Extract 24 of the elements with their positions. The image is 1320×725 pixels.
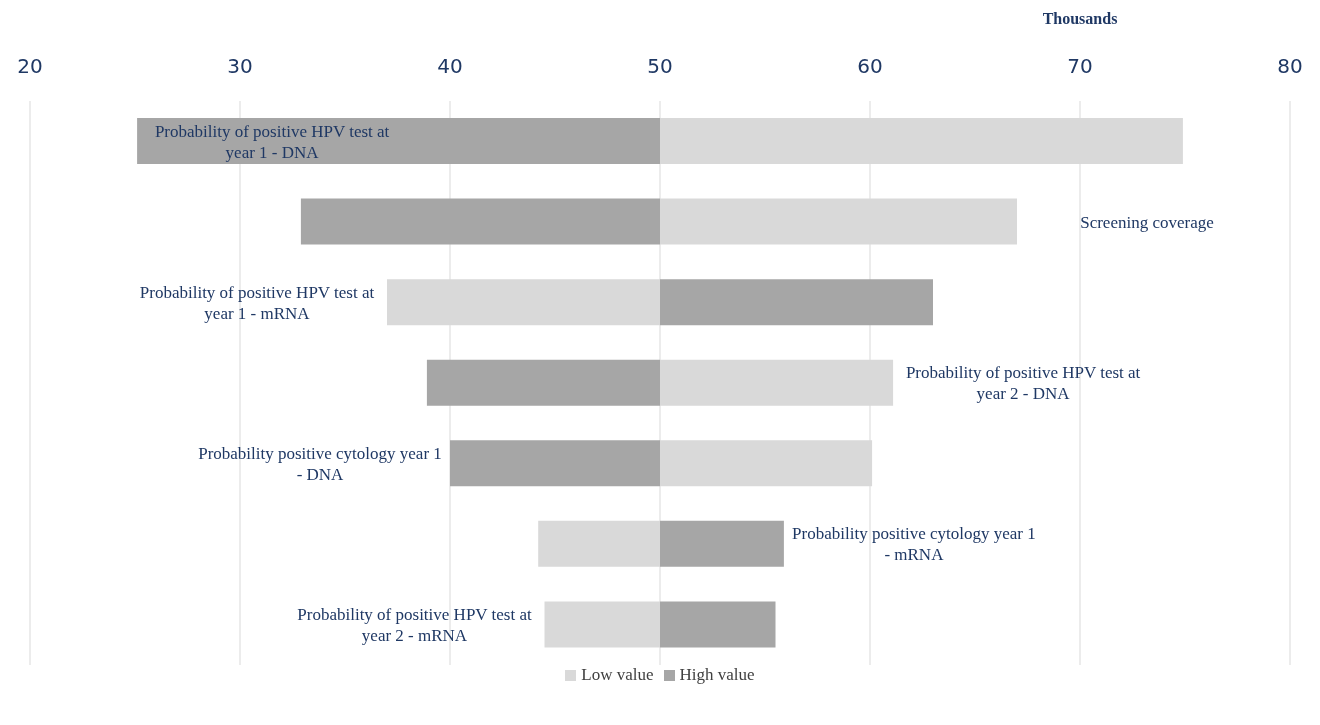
bar	[660, 601, 776, 648]
x-tick-label: 30	[227, 54, 253, 78]
legend-label: High value	[679, 665, 755, 685]
x-tick-label: 60	[857, 54, 883, 78]
x-tick-label: 40	[437, 54, 463, 78]
y-tick-label: Probability of positive HPV test at year 2 - DNA	[905, 363, 1141, 404]
bar	[137, 118, 660, 164]
x-tick-label: 50	[647, 54, 673, 78]
bar	[660, 279, 933, 326]
legend-label: Low value	[581, 665, 654, 685]
y-tick-label: Probability positive cytology year 1 - mRNA	[792, 524, 1036, 565]
bar	[426, 359, 660, 406]
x-tick-label: 20	[17, 54, 43, 78]
x-tick-label: 80	[1277, 54, 1303, 78]
bar	[300, 198, 660, 245]
y-tick-label: Probability of positive HPV test at year 1 - DNA	[154, 121, 390, 162]
y-tick-label: Probability of positive HPV test at year 2 - mRNA	[297, 604, 532, 645]
y-tick-label: Screening coverage	[1080, 212, 1214, 232]
x-tick-label: 70	[1067, 54, 1093, 78]
y-tick-label: Probability positive cytology year 1 - DNA	[198, 443, 442, 484]
bar	[450, 440, 660, 487]
bar	[660, 520, 784, 567]
y-tick-label: Probability of positive HPV test at year 1 - mRNA	[139, 282, 375, 323]
x-axis-title: Thousands	[1041, 10, 1119, 28]
